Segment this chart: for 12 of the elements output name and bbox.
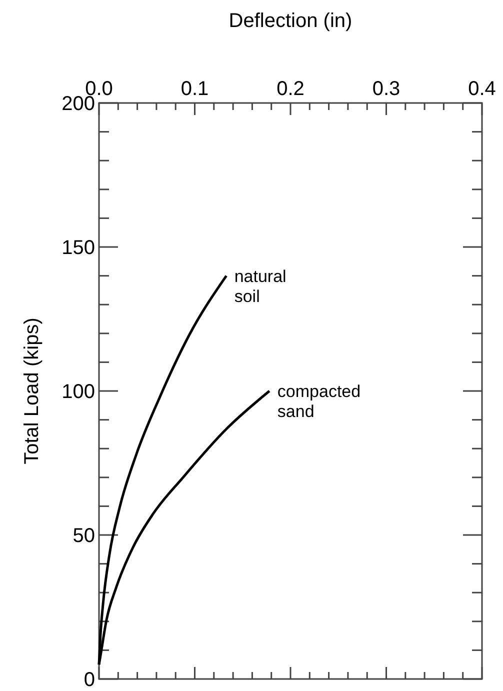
x-tick-label: 0.2: [276, 78, 304, 100]
y-tick-label: 150: [62, 237, 95, 259]
x-tick-label: 0.4: [468, 78, 496, 100]
y-tick-label: 100: [62, 381, 95, 403]
annotation: compacted sand: [277, 382, 361, 421]
y-axis-title: Total Load (kips): [21, 318, 43, 464]
y-tick-label: 50: [72, 525, 95, 547]
x-tick-label: 0.1: [180, 78, 209, 100]
y-tick-label: 0: [84, 669, 95, 691]
annotation: natural soil: [234, 266, 286, 306]
x-tick-label: 0.3: [372, 78, 400, 100]
x-axis-title: Deflection (in): [228, 10, 352, 32]
